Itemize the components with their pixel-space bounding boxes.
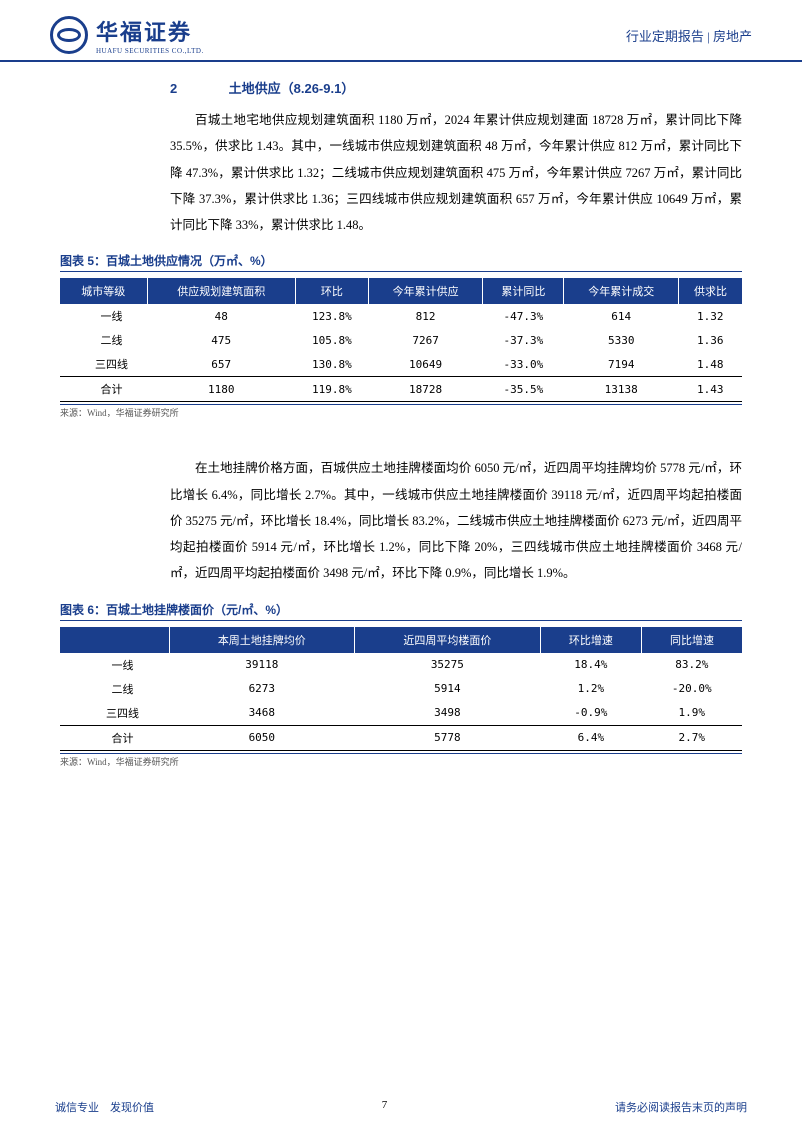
table-cell: 三四线 bbox=[60, 352, 147, 377]
table-row: 一线391183527518.4%83.2% bbox=[60, 653, 742, 677]
table-cell: -35.5% bbox=[483, 377, 564, 402]
table-header-row: 城市等级 供应规划建筑面积 环比 今年累计供应 累计同比 今年累计成交 供求比 bbox=[60, 278, 742, 304]
figure6-table: 本周土地挂牌均价 近四周平均楼面价 环比增速 同比增速 一线3911835275… bbox=[60, 627, 742, 751]
col-header bbox=[60, 627, 169, 653]
table-cell: 一线 bbox=[60, 653, 169, 677]
col-header: 城市等级 bbox=[60, 278, 147, 304]
table-cell: 7267 bbox=[368, 328, 483, 352]
table-cell: 1.2% bbox=[540, 677, 641, 701]
table-cell: 1.32 bbox=[679, 304, 742, 328]
footer-left: 诚信专业 发现价值 bbox=[55, 1099, 154, 1115]
paragraph-2: 在土地挂牌价格方面，百城供应土地挂牌楼面均价 6050 元/㎡，近四周平均挂牌均… bbox=[170, 455, 742, 586]
logo-text-en: HUAFU SECURITIES CO.,LTD. bbox=[96, 47, 204, 55]
logo: 华福证券 HUAFU SECURITIES CO.,LTD. bbox=[50, 15, 204, 55]
figure5-source: 来源：Wind，华福证券研究所 bbox=[60, 404, 742, 419]
table-cell: 123.8% bbox=[295, 304, 368, 328]
table-cell: 657 bbox=[147, 352, 295, 377]
col-header: 环比增速 bbox=[540, 627, 641, 653]
table-cell: 合计 bbox=[60, 725, 169, 750]
table-total-row: 合计1180119.8%18728-35.5%131381.43 bbox=[60, 377, 742, 402]
table-cell: 一线 bbox=[60, 304, 147, 328]
col-header: 供应规划建筑面积 bbox=[147, 278, 295, 304]
col-header: 近四周平均楼面价 bbox=[355, 627, 541, 653]
section-number: 2 bbox=[170, 81, 225, 96]
table-cell: 39118 bbox=[169, 653, 355, 677]
table-cell: -0.9% bbox=[540, 701, 641, 726]
table-cell: 6.4% bbox=[540, 725, 641, 750]
table-cell: 5778 bbox=[355, 725, 541, 750]
paragraph-1: 百城土地宅地供应规划建筑面积 1180 万㎡，2024 年累计供应规划建面 18… bbox=[170, 107, 742, 238]
table-cell: 5914 bbox=[355, 677, 541, 701]
table-row: 一线48123.8%812-47.3%6141.32 bbox=[60, 304, 742, 328]
col-header: 环比 bbox=[295, 278, 368, 304]
col-header: 今年累计成交 bbox=[564, 278, 679, 304]
table-header-row: 本周土地挂牌均价 近四周平均楼面价 环比增速 同比增速 bbox=[60, 627, 742, 653]
footer-page-number: 7 bbox=[382, 1099, 388, 1115]
table-cell: 三四线 bbox=[60, 701, 169, 726]
col-header: 同比增速 bbox=[642, 627, 742, 653]
table-cell: 6273 bbox=[169, 677, 355, 701]
table-row: 三四线34683498-0.9%1.9% bbox=[60, 701, 742, 726]
table-cell: 1.9% bbox=[642, 701, 742, 726]
table-cell: 1.43 bbox=[679, 377, 742, 402]
table-cell: 119.8% bbox=[295, 377, 368, 402]
figure6-title: 图表 6：百城土地挂牌楼面价（元/㎡、%） bbox=[60, 601, 742, 621]
table-cell: 1.48 bbox=[679, 352, 742, 377]
col-header: 本周土地挂牌均价 bbox=[169, 627, 355, 653]
section-heading: 2 土地供应（8.26-9.1） bbox=[170, 78, 742, 97]
page-footer: 诚信专业 发现价值 7 请务必阅读报告末页的声明 bbox=[0, 1099, 802, 1115]
table-cell: 2.7% bbox=[642, 725, 742, 750]
table-cell: 6050 bbox=[169, 725, 355, 750]
logo-icon bbox=[50, 16, 88, 54]
table-cell: 二线 bbox=[60, 677, 169, 701]
table-cell: 7194 bbox=[564, 352, 679, 377]
table-cell: -33.0% bbox=[483, 352, 564, 377]
table-cell: 48 bbox=[147, 304, 295, 328]
table-cell: 13138 bbox=[564, 377, 679, 402]
table-cell: 1.36 bbox=[679, 328, 742, 352]
table-cell: 130.8% bbox=[295, 352, 368, 377]
figure6-source: 来源：Wind，华福证券研究所 bbox=[60, 753, 742, 768]
table-cell: -20.0% bbox=[642, 677, 742, 701]
table-cell: 10649 bbox=[368, 352, 483, 377]
table-cell: 1180 bbox=[147, 377, 295, 402]
table-total-row: 合计605057786.4%2.7% bbox=[60, 725, 742, 750]
page-header: 华福证券 HUAFU SECURITIES CO.,LTD. 行业定期报告 | … bbox=[0, 0, 802, 62]
figure5-title: 图表 5：百城土地供应情况（万㎡、%） bbox=[60, 252, 742, 272]
table-cell: 二线 bbox=[60, 328, 147, 352]
table-cell: 3468 bbox=[169, 701, 355, 726]
table-cell: -47.3% bbox=[483, 304, 564, 328]
table-cell: 合计 bbox=[60, 377, 147, 402]
table-row: 二线475105.8%7267-37.3%53301.36 bbox=[60, 328, 742, 352]
figure5-table: 城市等级 供应规划建筑面积 环比 今年累计供应 累计同比 今年累计成交 供求比 … bbox=[60, 278, 742, 402]
footer-right: 请务必阅读报告末页的声明 bbox=[615, 1099, 747, 1115]
col-header: 供求比 bbox=[679, 278, 742, 304]
page-content: 2 土地供应（8.26-9.1） 百城土地宅地供应规划建筑面积 1180 万㎡，… bbox=[0, 62, 802, 768]
header-category: 行业定期报告 | 房地产 bbox=[626, 26, 752, 45]
table-cell: 5330 bbox=[564, 328, 679, 352]
col-header: 累计同比 bbox=[483, 278, 564, 304]
table-cell: 3498 bbox=[355, 701, 541, 726]
table-cell: 475 bbox=[147, 328, 295, 352]
table-row: 三四线657130.8%10649-33.0%71941.48 bbox=[60, 352, 742, 377]
section-title-text: 土地供应（8.26-9.1） bbox=[229, 81, 355, 96]
logo-text-cn: 华福证券 bbox=[96, 15, 204, 47]
table-cell: 614 bbox=[564, 304, 679, 328]
col-header: 今年累计供应 bbox=[368, 278, 483, 304]
table-cell: 18.4% bbox=[540, 653, 641, 677]
table-row: 二线627359141.2%-20.0% bbox=[60, 677, 742, 701]
table-cell: 812 bbox=[368, 304, 483, 328]
table-cell: 35275 bbox=[355, 653, 541, 677]
table-cell: 83.2% bbox=[642, 653, 742, 677]
table-cell: -37.3% bbox=[483, 328, 564, 352]
table-cell: 18728 bbox=[368, 377, 483, 402]
table-cell: 105.8% bbox=[295, 328, 368, 352]
